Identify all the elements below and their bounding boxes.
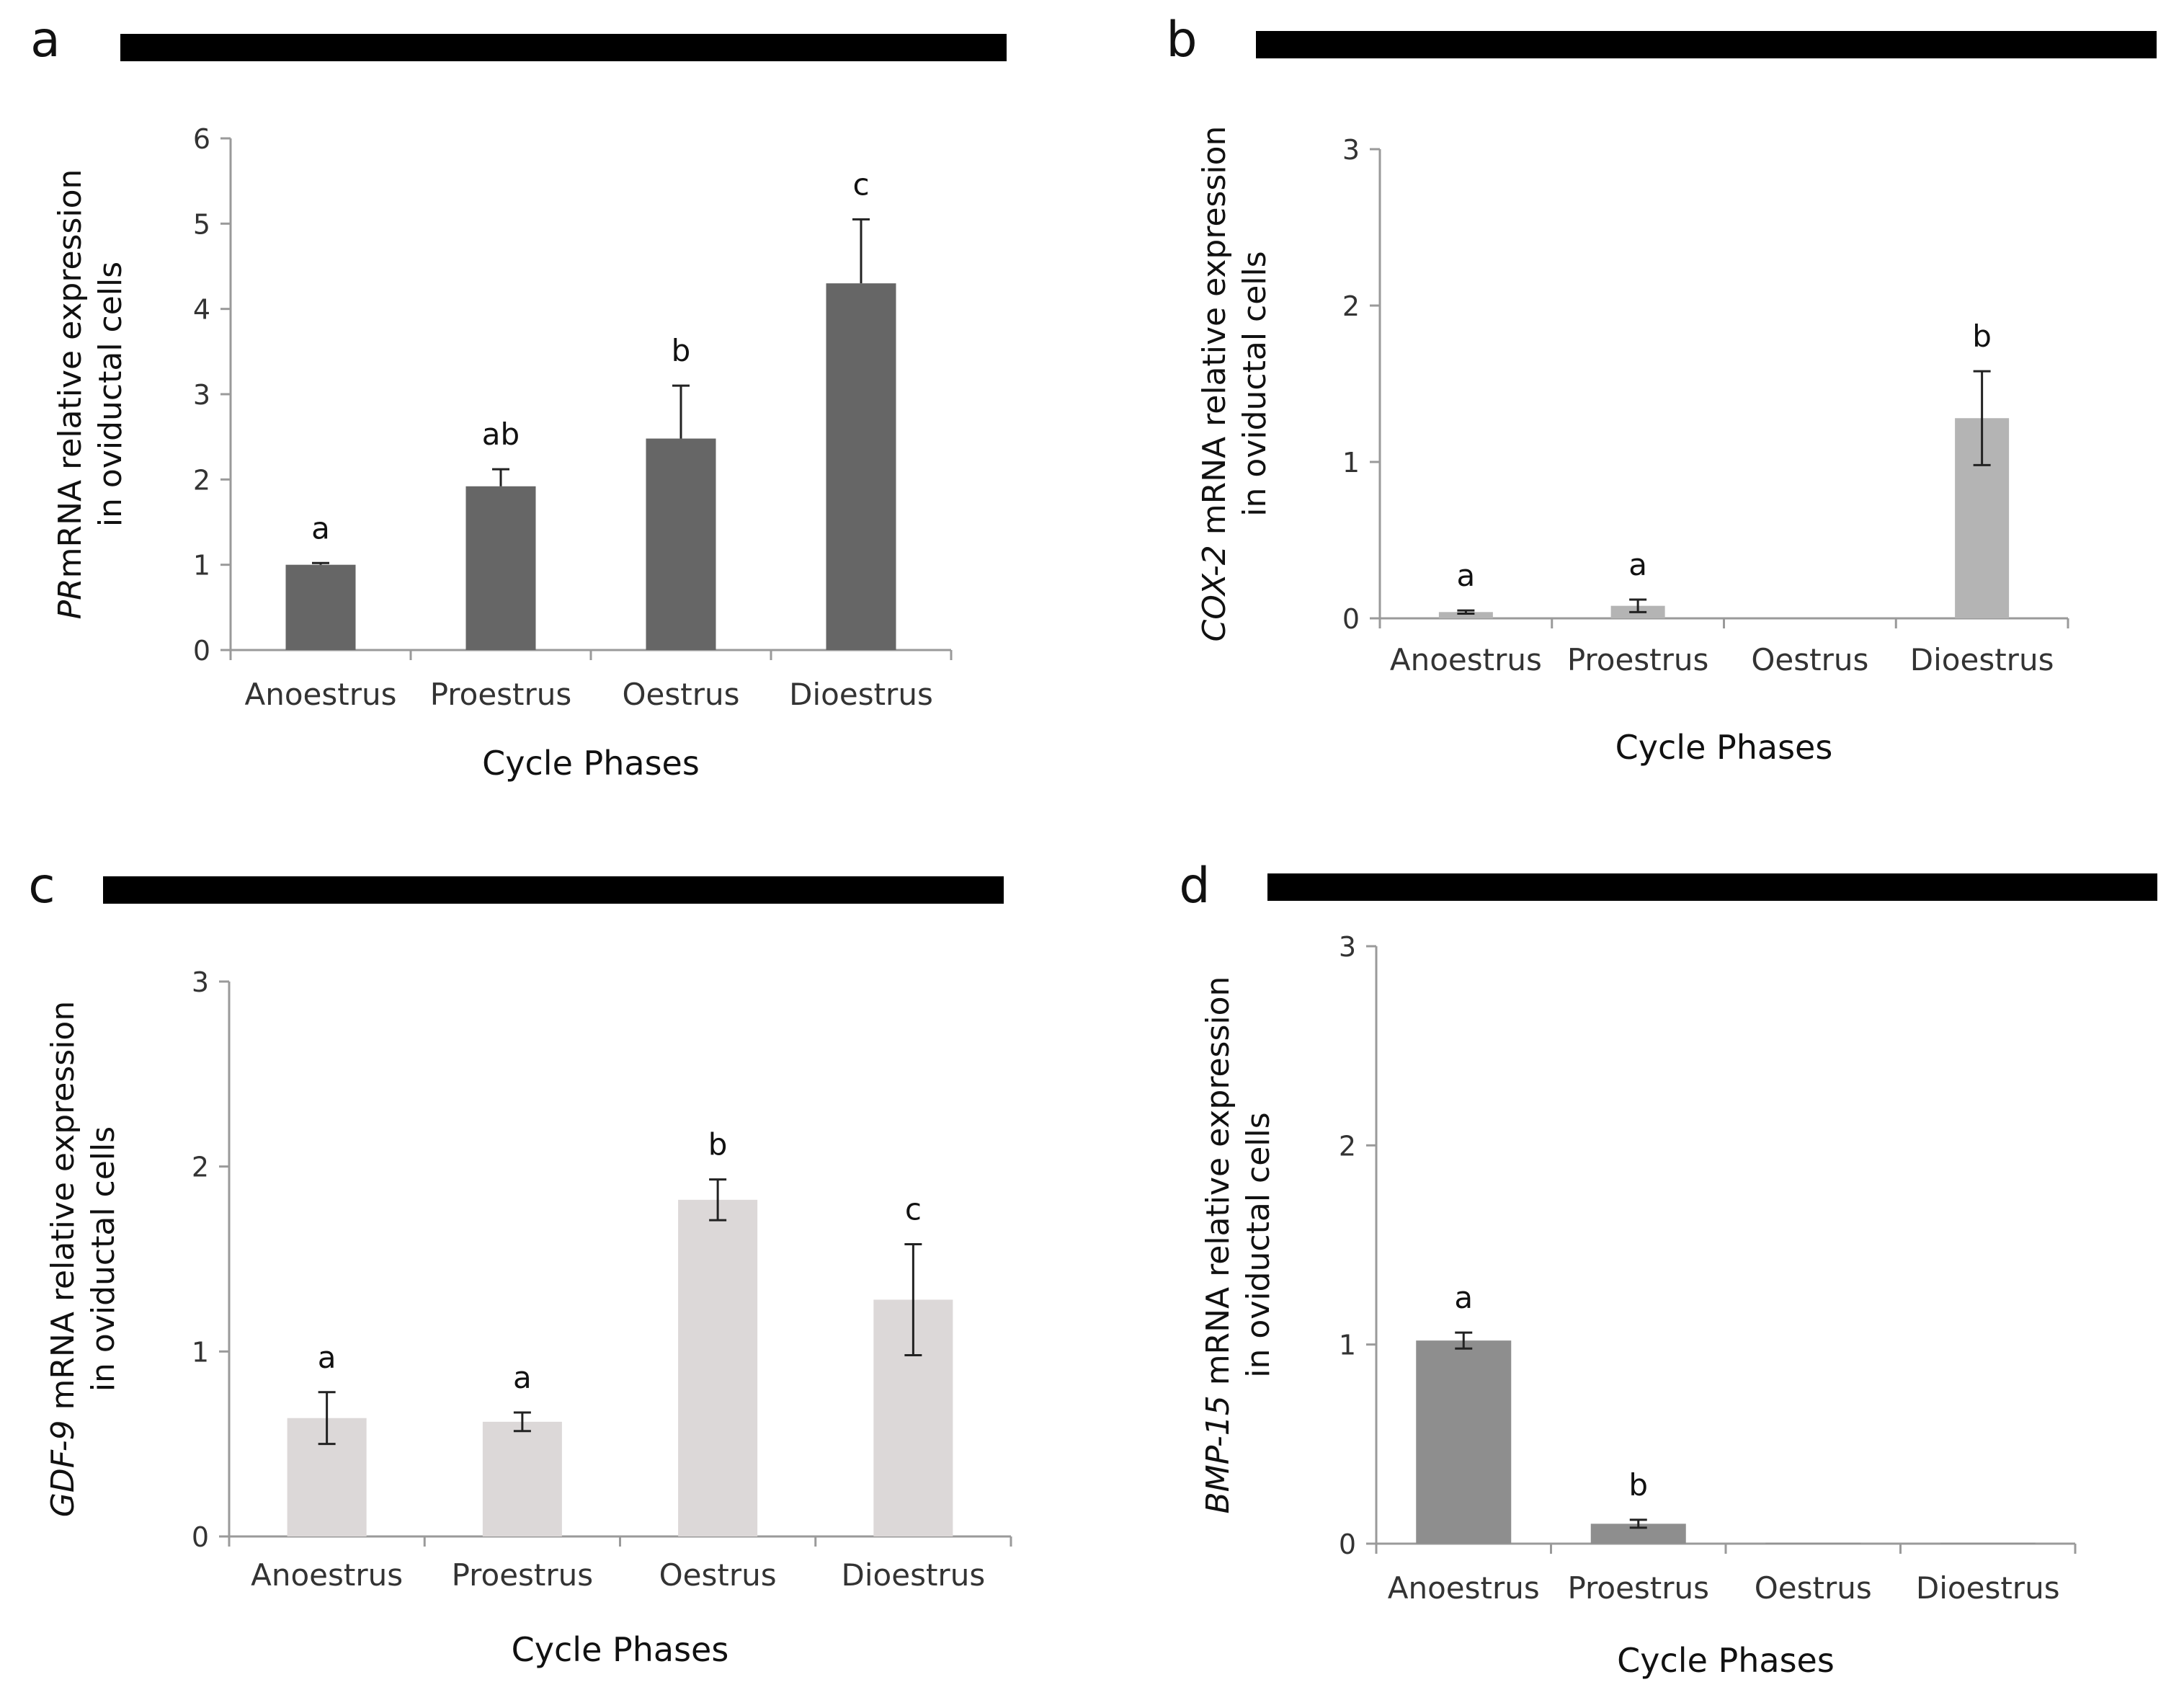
significance-letter: c bbox=[905, 1191, 922, 1227]
category-label: Dioestrus bbox=[1910, 642, 2054, 677]
y-tick-label: 0 bbox=[192, 1521, 209, 1553]
y-axis-title-line2: in oviductal cells bbox=[1240, 1112, 1277, 1377]
category-label: Dioestrus bbox=[842, 1557, 986, 1593]
chart-panel-c: c 0 1 2 3 a Anoestrus a Proestrus b Oestrus c Dioest… bbox=[28, 858, 1012, 1669]
y-tick-label: 1 bbox=[192, 1336, 209, 1368]
y-axis-title: BMP-15 mRNA relative expression in oviduc… bbox=[1200, 976, 1277, 1514]
y-tick-label: 3 bbox=[1342, 134, 1360, 166]
significance-letter: b bbox=[1972, 319, 1992, 354]
category-label: Anoestrus bbox=[244, 677, 396, 712]
significance-letter: b bbox=[672, 333, 691, 368]
panel-header-bar bbox=[1256, 31, 2157, 58]
y-tick-label: 2 bbox=[193, 464, 210, 496]
significance-letter: a bbox=[1454, 1280, 1473, 1315]
category-label: Anoestrus bbox=[251, 1557, 403, 1593]
significance-letter: b bbox=[1628, 1467, 1648, 1503]
category-label: Proestrus bbox=[430, 677, 572, 712]
bar-proestrus bbox=[482, 1421, 562, 1536]
panel-label: a bbox=[30, 12, 61, 68]
x-axis-title: Cycle Phases bbox=[1615, 728, 1833, 767]
y-tick-label: 2 bbox=[192, 1152, 209, 1183]
panel-label: c bbox=[28, 858, 55, 915]
chart-panel-d: d 0 1 2 3 a Anoestrus b Proestrus Oestrus Dioestru… bbox=[1179, 858, 2157, 1680]
y-tick-label: 1 bbox=[1339, 1330, 1356, 1361]
bar-anoestrus bbox=[1438, 612, 1493, 618]
category-label: Proestrus bbox=[1567, 642, 1709, 677]
panel-label: d bbox=[1179, 858, 1210, 915]
y-axis-title-rest: mRNA relative expression bbox=[52, 169, 89, 579]
category-label: Dioestrus bbox=[789, 677, 933, 712]
significance-letter: a bbox=[318, 1340, 336, 1375]
y-tick-label: 3 bbox=[192, 966, 209, 998]
y-tick-label: 0 bbox=[1342, 603, 1360, 635]
x-axis-title: Cycle Phases bbox=[482, 744, 700, 783]
bar-anoestrus bbox=[1416, 1340, 1512, 1544]
y-tick-label: 0 bbox=[193, 635, 210, 667]
significance-letter: b bbox=[708, 1127, 728, 1162]
significance-letter: a bbox=[1628, 547, 1647, 582]
bar-oestrus bbox=[678, 1199, 758, 1536]
y-tick-label: 4 bbox=[193, 294, 210, 326]
y-axis-title-rest: mRNA relative expression bbox=[1196, 126, 1233, 546]
x-axis-title: Cycle Phases bbox=[1617, 1641, 1835, 1680]
category-label: Anoestrus bbox=[1390, 642, 1542, 677]
y-axis-title-line2: in oviductal cells bbox=[85, 1126, 122, 1392]
bar-anoestrus bbox=[285, 564, 356, 650]
y-tick-label: 3 bbox=[193, 379, 210, 411]
y-tick-label: 0 bbox=[1339, 1529, 1356, 1560]
y-tick-label: 2 bbox=[1342, 290, 1360, 322]
bar-oestrus bbox=[646, 438, 716, 650]
category-label: Dioestrus bbox=[1916, 1570, 2060, 1606]
y-tick-label: 3 bbox=[1339, 931, 1356, 963]
y-axis-title-line1: COX-2 mRNA relative expression bbox=[1196, 126, 1233, 642]
category-label: Oestrus bbox=[1751, 642, 1868, 677]
y-tick-label: 1 bbox=[1342, 447, 1360, 479]
panel-label: b bbox=[1166, 12, 1197, 68]
y-axis-title-line2: in oviductal cells bbox=[1236, 251, 1273, 516]
gene-name: GDF-9 bbox=[45, 1420, 81, 1517]
y-tick-label: 2 bbox=[1339, 1130, 1356, 1162]
panel-header-bar bbox=[120, 34, 1007, 61]
gene-name: BMP-15 bbox=[1200, 1395, 1236, 1513]
y-axis-title-rest: mRNA relative expression bbox=[45, 1001, 81, 1420]
y-axis-title-rest: mRNA relative expression bbox=[1200, 976, 1236, 1396]
category-label: Oestrus bbox=[659, 1557, 777, 1593]
significance-letter: ab bbox=[482, 417, 520, 452]
y-axis-title-line2: in oviductal cells bbox=[92, 262, 129, 527]
bar-oestrus bbox=[1765, 1542, 1861, 1544]
gene-name: PR bbox=[52, 578, 89, 619]
category-label: Anoestrus bbox=[1388, 1570, 1540, 1606]
y-tick-label: 1 bbox=[193, 550, 210, 582]
panel-header-bar bbox=[1267, 873, 2157, 901]
y-axis-title-line1: BMP-15 mRNA relative expression bbox=[1200, 976, 1236, 1514]
bar-dioestrus bbox=[826, 283, 896, 650]
significance-letter: a bbox=[513, 1360, 532, 1395]
significance-letter: a bbox=[1457, 558, 1476, 593]
gene-name: COX-2 bbox=[1196, 545, 1233, 641]
chart-panel-a: a 0 1 2 3 4 5 6 a Anoestrus ab Proestrus b Oestrus c Di… bbox=[30, 12, 1007, 783]
category-label: Proestrus bbox=[452, 1557, 594, 1593]
bar-dioestrus bbox=[1940, 1542, 2036, 1544]
y-axis-title: COX-2 mRNA relative expression in oviduct… bbox=[1196, 126, 1273, 642]
y-axis-title-line1: GDF-9 mRNA relative expression bbox=[45, 1001, 81, 1517]
y-axis-title: PRmRNA relative expression in oviductal c… bbox=[52, 169, 129, 620]
category-label: Oestrus bbox=[622, 677, 739, 712]
category-label: Proestrus bbox=[1567, 1570, 1709, 1606]
panel-header-bar bbox=[103, 876, 1004, 904]
y-axis-title: GDF-9 mRNA relative expression in oviduct… bbox=[45, 1001, 122, 1517]
chart-panel-b: b 0 1 2 3 a Anoestrus a Proestrus Oestrus b Dioestr… bbox=[1166, 12, 2157, 767]
bar-proestrus bbox=[465, 486, 536, 650]
significance-letter: a bbox=[311, 510, 330, 546]
y-tick-label: 6 bbox=[193, 123, 210, 155]
y-tick-label: 5 bbox=[193, 208, 210, 240]
y-axis-title-line1: PRmRNA relative expression bbox=[52, 169, 89, 620]
significance-letter: c bbox=[852, 166, 869, 202]
category-label: Oestrus bbox=[1755, 1570, 1872, 1606]
x-axis-title: Cycle Phases bbox=[512, 1630, 729, 1669]
